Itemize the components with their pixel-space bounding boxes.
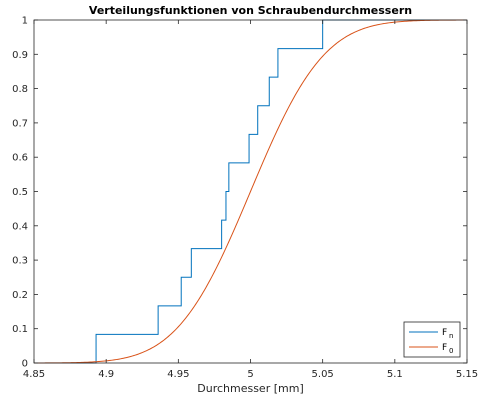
x-tick-label: 5.05 <box>312 369 334 380</box>
x-tick-label: 5.1 <box>387 369 403 380</box>
series-line-F-n <box>34 19 467 364</box>
series-layer <box>34 19 467 364</box>
legend-label: F <box>442 328 447 338</box>
y-tick-label: 0.5 <box>12 187 28 198</box>
legend-label-subscript: n <box>449 332 453 340</box>
y-tick-label: 0 <box>22 359 28 370</box>
legend-box <box>403 321 461 358</box>
y-tick-label: 0.4 <box>12 221 28 232</box>
x-tick-label: 4.95 <box>167 369 189 380</box>
y-tick-label: 0.7 <box>12 118 28 129</box>
ticks-layer: 4.85 4.9 4.95 5 5.05 5.1 5.15 0 0.1 0.2 0.3 0.4 0.5 0… <box>12 16 478 381</box>
x-tick-label: 4.9 <box>98 369 114 380</box>
x-tick-label: 4.85 <box>23 369 45 380</box>
y-tick-label: 0.8 <box>12 84 28 95</box>
legend-label: F <box>442 343 447 353</box>
y-tick-label: 0.6 <box>12 153 28 164</box>
y-tick-label: 0.2 <box>12 290 28 301</box>
chart-title: Verteilungsfunktionen von Schraubendurch… <box>89 4 412 17</box>
legend-label-subscript: 0 <box>449 347 453 355</box>
x-axis-label: Durchmesser [mm] <box>197 382 304 395</box>
y-tick-label: 1 <box>22 16 28 27</box>
x-tick-label: 5 <box>247 369 253 380</box>
y-tick-label: 0.3 <box>12 256 28 267</box>
y-tick-label: 0.9 <box>12 50 28 61</box>
x-tick-label: 5.15 <box>456 369 478 380</box>
y-tick-label: 0.1 <box>12 324 28 335</box>
series-line-F-0 <box>34 19 467 364</box>
